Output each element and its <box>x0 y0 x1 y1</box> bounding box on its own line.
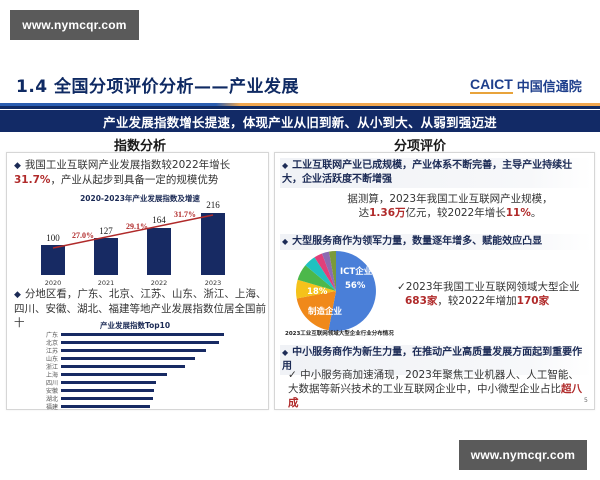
pie-caption: 2023工业互联网领域大型企业行业分布情况 <box>285 331 394 337</box>
bar-value: 216 <box>206 200 220 210</box>
hbar-row: 湖北 <box>34 395 153 403</box>
bar-value: 127 <box>99 226 113 236</box>
pie-pct-mfg: 18% <box>307 287 328 297</box>
diamond-bullet-icon: ◆ <box>282 348 289 357</box>
hbar-chart-title: 产业发展指数Top10 <box>100 321 171 330</box>
logo-en: CAICT <box>470 76 513 94</box>
logo-cn: 中国信通院 <box>516 80 582 95</box>
bar-value: 164 <box>152 215 166 225</box>
headline-banner: 产业发展指数增长提速，体现产业从旧到新、从小到大、从弱到强迈进 <box>0 110 600 132</box>
smb-share-highlight: 超八成 <box>288 383 582 409</box>
diamond-bullet-icon: ◆ <box>14 290 21 300</box>
bar-2021 <box>94 238 118 275</box>
bar-value: 100 <box>46 233 60 243</box>
bar-axis-label: 2020 <box>44 279 62 287</box>
watermark-badge-top: www.nymcqr.com <box>10 10 139 40</box>
bullet-smb-providers: ◆ 中小服务商作为新生力量，在推动产业高质量发展方面起到重要作用 <box>280 345 592 375</box>
smb-providers-text: ✓ 中小服务商加速涌现，2023年聚焦工业机器人、人工智能、大数据等新兴技术的工… <box>288 369 582 409</box>
header-divider <box>0 106 600 109</box>
enterprise-distribution-pie: ICT企业 56% 18% 制造企业 <box>295 250 376 331</box>
bar-2022 <box>147 228 171 275</box>
hbar-row: 四川 <box>34 379 156 387</box>
diamond-bullet-icon: ◆ <box>282 237 289 246</box>
bar-2020 <box>41 245 65 275</box>
caict-logo: CAICT 中国信通院 <box>470 76 582 95</box>
hbar-row: 浙江 <box>34 363 185 371</box>
growth-label: 27.0% <box>72 231 94 240</box>
slide-title: 1.4 全国分项评价分析——产业发展 <box>16 77 300 97</box>
bar-2023 <box>201 213 225 275</box>
bar-chart-title: 2020-2023年产业发展指数及增速 <box>80 194 200 203</box>
large-providers-text: ✓2023年我国工业互联网领域大型企业 683家，较2022年增加170家 <box>397 281 580 307</box>
bar-axis-label: 2022 <box>150 279 168 287</box>
hbar-row: 福建 <box>34 403 150 411</box>
hbar-row: 江苏 <box>34 347 206 355</box>
bullet-index-growth: ◆ 我国工业互联网产业发展指数较2022年增长31.7%，产业从起步到具备一定的规… <box>14 159 231 186</box>
bar-axis-label: 2021 <box>97 279 115 287</box>
bullet-large-providers: ◆ 大型服务商作为领军力量，数量逐年增多、赋能效应凸显 <box>280 234 592 250</box>
bullet-industry-scale: ◆ 工业互联网产业已成规模，产业体系不断完善，主导产业持续壮大，企业活跃度不断增强 <box>280 158 592 188</box>
hbar-row: 安徽 <box>34 387 154 395</box>
bar-axis-label: 2023 <box>204 279 222 287</box>
section-heading-sub-evaluation: 分项评价 <box>385 135 455 158</box>
pie-label-mfg: 制造企业 <box>308 307 343 317</box>
pie-chart-svg <box>295 250 376 331</box>
hbar-row: 山东 <box>34 355 195 363</box>
growth-label: 31.7% <box>174 210 196 219</box>
diamond-bullet-icon: ◆ <box>14 161 21 171</box>
pie-pct-ict: 56% <box>345 281 366 291</box>
industry-scale-text: 据测算，2023年我国工业互联网产业规模， 达1.36万亿元，较2022年增长1… <box>347 193 553 219</box>
pie-label-ict: ICT企业 <box>340 267 373 277</box>
watermark-badge-bottom: www.nymcqr.com <box>459 440 587 470</box>
bullet-regional-ranking: ◆ 分地区看，广东、北京、江苏、山东、浙江、上海、四川、安徽、湖北、福建等地产业发… <box>14 288 267 329</box>
diamond-bullet-icon: ◆ <box>282 161 289 170</box>
hbar-row: 广东 <box>34 331 224 339</box>
header-divider-accent <box>0 103 600 106</box>
hbar-row: 北京 <box>34 339 219 347</box>
section-heading-index-analysis: 指数分析 <box>105 135 175 158</box>
growth-label: 29.1% <box>126 222 148 231</box>
page-number: 5 <box>584 397 588 404</box>
growth-highlight: 31.7% <box>14 174 51 186</box>
hbar-row: 上海 <box>34 371 167 379</box>
